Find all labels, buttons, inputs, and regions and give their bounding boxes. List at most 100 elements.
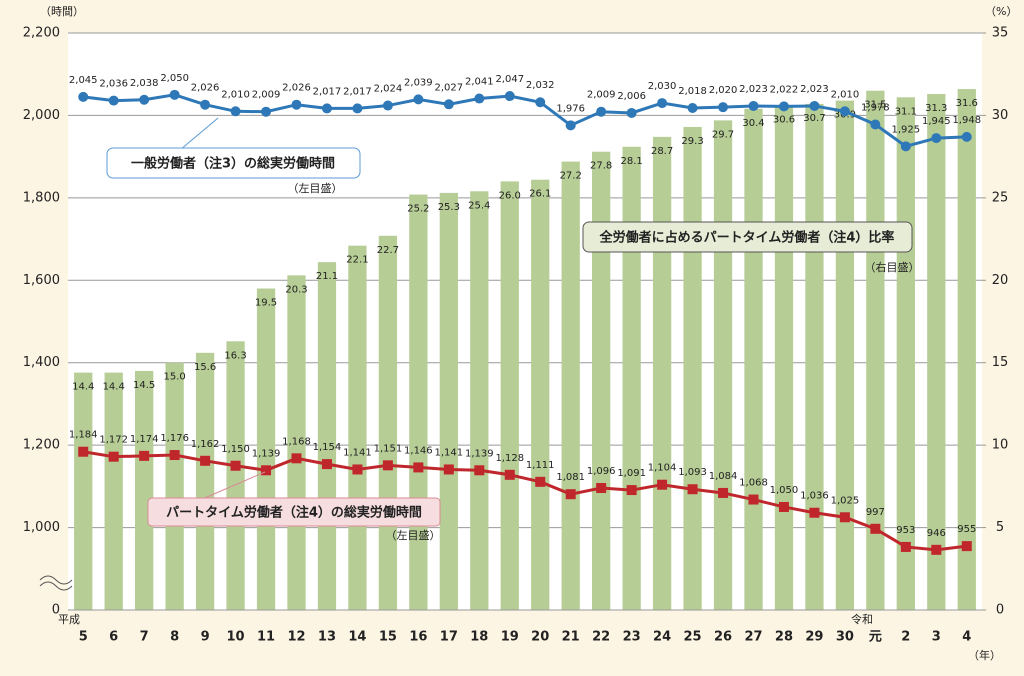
bar [774,105,794,610]
line [82,450,967,552]
marker [900,141,911,152]
x-tick-label: 10 [227,630,245,645]
value-label: 953 [896,525,915,536]
value-label: 1,948 [952,115,981,126]
value-label: 1,172 [99,435,128,446]
x-tick-label: 6 [109,630,118,645]
x-tick-label: 4 [962,630,971,645]
value-label: 2,041 [465,77,494,88]
x-tick-label: 16 [409,630,427,645]
value-label: 1,146 [404,445,433,456]
marker [809,100,820,111]
value-label: 1,978 [861,102,890,113]
marker [839,512,850,523]
marker [931,544,942,555]
marker [291,99,302,110]
x-tick-label: 12 [287,630,305,645]
value-label: 1,036 [800,491,829,502]
bar [378,235,398,610]
value-label: 1,168 [282,436,311,447]
bar [165,362,184,610]
bar [135,370,154,610]
legend-note: （左目盛） [386,528,441,542]
value-label: 31.1 [895,106,917,117]
x-tick-label: 21 [562,630,580,645]
bar [561,161,580,611]
value-label: 2,022 [770,84,799,95]
value-label: 31.3 [925,103,947,114]
value-label: 25.3 [438,202,460,213]
value-label: 2,006 [617,91,646,102]
x-tick-label: 17 [440,630,458,645]
value-label: 1,091 [617,468,646,479]
value-label: 25.2 [407,204,429,215]
bar [317,262,337,610]
era-label: 平成 [58,613,80,626]
value-label: 19.5 [255,298,277,309]
x-tick-label: 20 [531,630,549,645]
value-label: 2,038 [130,78,159,89]
marker [474,93,485,104]
x-tick-label: 7 [140,630,149,645]
marker [108,451,119,462]
bar [622,146,641,610]
value-label: 2,032 [526,80,555,91]
callout-line [199,471,266,501]
legend-part: パートタイム労働者（注4）の総実労働時間 （左目盛） [147,471,441,542]
value-label: 14.5 [133,380,155,391]
y-tick-label: 1,200 [23,438,60,453]
marker [809,507,820,518]
marker [382,460,393,471]
y2-tick-label: 30 [992,108,1009,123]
value-label: 1,025 [831,495,860,506]
line [83,93,967,148]
value-label: 28.7 [651,146,673,157]
x-tick-label: 30 [836,630,854,645]
x-tick-label: 2 [901,630,910,645]
marker [565,489,576,500]
marker [443,99,454,110]
value-label: 2,045 [69,75,98,86]
x-tick-label: 27 [744,630,762,645]
value-label: 1,976 [556,103,585,114]
value-label: 1,141 [435,447,464,458]
value-label: 2,020 [709,85,738,96]
value-label: 2,009 [587,90,616,101]
value-label: 30.6 [773,115,795,126]
x-tick-label: 26 [714,630,732,645]
value-label: 997 [866,507,885,518]
y-tick-label: 1,000 [23,520,60,535]
bar [74,372,93,610]
bar [104,372,123,610]
y2-tick-label: 10 [992,438,1009,453]
value-label: 15.0 [164,372,186,383]
value-label: 2,036 [99,79,128,90]
marker [687,484,698,495]
value-label: 1,945 [922,116,951,127]
marker [504,91,515,102]
marker [748,100,759,111]
marker [778,501,789,512]
bar [256,288,276,610]
marker [443,464,454,475]
y2-tick-label: 15 [992,355,1009,370]
callout-box [147,497,441,527]
grid [68,32,982,529]
y2-tick-label: 25 [992,190,1009,205]
value-label: 955 [957,524,976,535]
value-label: 2,017 [313,86,342,97]
callout-line [179,117,219,151]
value-label: 2,039 [404,77,433,88]
marker [900,541,911,552]
value-label: 26.1 [529,189,551,200]
y-tick-label: 0 [52,603,60,618]
marker [261,106,272,117]
value-label: 14.4 [72,382,94,393]
value-label: 1,174 [130,434,159,445]
value-label: 1,068 [739,478,768,489]
marker [870,523,881,534]
y-unit: （時間） [40,5,84,18]
marker [352,464,363,475]
marker [687,103,698,114]
value-label: 1,184 [69,430,98,441]
